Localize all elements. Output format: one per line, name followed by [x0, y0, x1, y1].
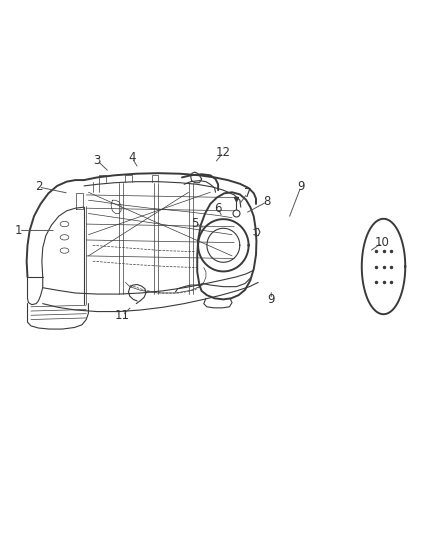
Text: 9: 9: [297, 181, 304, 193]
Text: 6: 6: [214, 201, 222, 215]
Text: 8: 8: [263, 195, 271, 208]
Text: 2: 2: [35, 181, 42, 193]
Text: 7: 7: [244, 187, 251, 200]
Text: 12: 12: [216, 146, 231, 159]
Text: 11: 11: [115, 309, 130, 322]
Text: 1: 1: [15, 224, 22, 237]
Text: 3: 3: [93, 154, 101, 167]
Text: 5: 5: [191, 216, 199, 230]
Text: 9: 9: [268, 293, 275, 306]
Text: 4: 4: [128, 151, 136, 164]
Text: 10: 10: [375, 236, 390, 249]
